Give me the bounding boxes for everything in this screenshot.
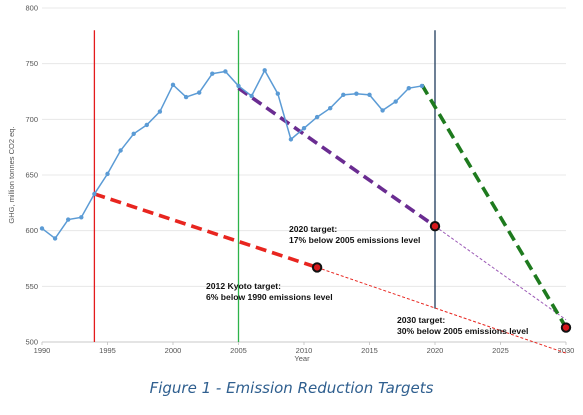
data-point <box>210 71 215 76</box>
gridlines <box>41 7 567 345</box>
x-tick-label: 1990 <box>34 346 51 355</box>
reference-lines <box>93 30 436 342</box>
y-tick-label: 700 <box>25 115 38 124</box>
y-tick-label: 800 <box>25 4 38 13</box>
data-point <box>197 90 202 95</box>
data-point <box>275 91 280 96</box>
target-point <box>429 221 441 232</box>
data-point <box>170 82 176 88</box>
data-point <box>131 131 136 137</box>
target-trend-line <box>237 86 437 228</box>
tick-labels: 500 550 600 650 700 750 800 1990 1995 2000 2005 201… <box>25 4 574 356</box>
annotation-detail: 30% below 2005 emissions level <box>397 326 528 336</box>
data-point <box>301 126 307 131</box>
data-point <box>92 191 97 197</box>
data-point <box>52 236 58 241</box>
data-point <box>223 69 228 74</box>
data-point <box>105 171 110 177</box>
annotation-title: 2020 target: <box>289 224 337 234</box>
x-tick-label: 2025 <box>492 346 509 355</box>
annotations: 2020 target:17% below 2005 emissions lev… <box>206 224 528 336</box>
target-trend-line <box>420 83 568 329</box>
x-tick-label: 1995 <box>99 346 116 355</box>
x-tick-label: 2000 <box>165 346 182 355</box>
data-point <box>118 148 123 153</box>
y-tick-label: 550 <box>25 282 38 291</box>
annotation-title: 2012 Kyoto target: <box>206 281 281 291</box>
annotation-title: 2030 target: <box>397 315 445 325</box>
data-point <box>249 93 254 99</box>
x-tick-label: 2020 <box>427 346 444 355</box>
y-tick-label: 650 <box>25 171 38 180</box>
data-point <box>406 85 411 91</box>
y-axis-title: GHG, million tonnes CO2 eq. <box>7 126 16 223</box>
target-trend-extension <box>316 266 567 354</box>
x-tick-label: 2005 <box>230 346 247 355</box>
data-point <box>419 83 425 89</box>
data-point <box>328 106 333 111</box>
data-point <box>380 108 385 113</box>
target-point <box>560 322 572 333</box>
y-tick-label: 600 <box>25 226 38 235</box>
y-tick-label: 750 <box>25 59 38 68</box>
data-point <box>236 83 241 89</box>
target-trend-line <box>93 192 318 270</box>
x-tick-label: 2015 <box>361 346 378 355</box>
annotation-detail: 6% below 1990 emissions level <box>206 292 333 302</box>
chart-frame: 500 550 600 650 700 750 800 1990 1995 2000 2005 201… <box>7 4 574 363</box>
target-trend-lines <box>93 83 568 354</box>
data-point <box>367 92 372 98</box>
data-point <box>79 215 84 220</box>
data-point <box>157 109 163 114</box>
x-axis-title: Year <box>294 354 310 362</box>
figure-caption: Figure 1 - Emission Reduction Targets <box>149 379 434 397</box>
target-trend-extension <box>434 225 567 321</box>
annotation-detail: 17% below 2005 emissions level <box>289 235 420 245</box>
data-point <box>183 94 189 100</box>
data-point <box>341 92 346 98</box>
target-point <box>311 262 323 273</box>
data-point <box>314 114 320 120</box>
historical-series <box>39 68 425 241</box>
target-markers <box>311 221 572 333</box>
data-point <box>144 122 149 128</box>
data-point <box>354 91 359 96</box>
data-point <box>288 137 294 142</box>
data-point <box>39 226 45 231</box>
data-point <box>262 68 267 73</box>
y-tick-label: 500 <box>25 338 38 347</box>
data-point <box>393 99 398 104</box>
series-line <box>41 68 423 240</box>
data-point <box>66 217 71 222</box>
x-tick-label: 2010 <box>296 346 313 355</box>
emissions-chart: 500 550 600 650 700 750 800 1990 1995 2000 2005 201… <box>7 4 574 363</box>
x-tick-label: 2030 <box>558 346 575 355</box>
